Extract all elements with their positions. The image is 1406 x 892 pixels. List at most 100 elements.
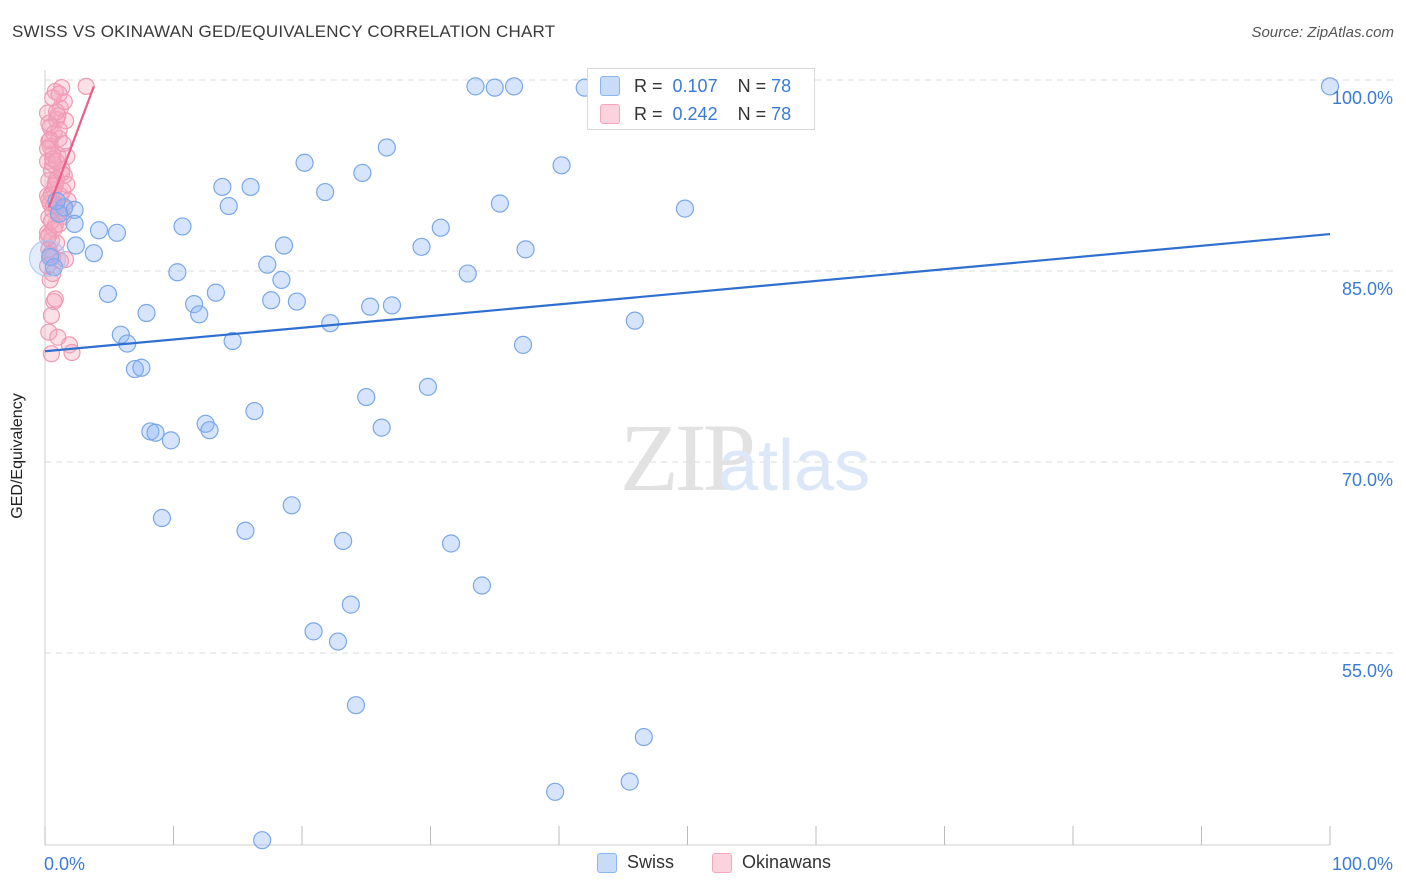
swiss-point <box>458 264 477 283</box>
swiss-point <box>274 236 294 255</box>
swiss-point <box>184 295 204 314</box>
swiss-point <box>111 325 130 344</box>
swiss-point-cluster <box>29 239 67 277</box>
legend-row-swiss: R = 0.107 N = 78 <box>588 73 791 99</box>
okinawans-swatch <box>600 104 620 124</box>
n-label: N = <box>737 75 767 96</box>
trend-lines <box>44 85 1331 353</box>
r-value: 0.242 <box>672 103 718 124</box>
okinawans-point <box>58 175 76 194</box>
swiss-point <box>200 421 219 440</box>
okinawans-point <box>47 152 66 171</box>
swiss-point <box>253 831 272 850</box>
legend-item-okinawans: Okinawans <box>712 852 831 873</box>
swiss-point <box>328 632 348 651</box>
swiss-point <box>620 772 639 791</box>
okinawans-legend-swatch <box>712 852 732 873</box>
swiss-point <box>107 223 127 242</box>
swiss-point <box>161 431 181 450</box>
swiss-point <box>431 218 450 237</box>
y-tick-label: 85.0% <box>1342 279 1393 299</box>
swiss-point <box>98 284 118 304</box>
swiss-point <box>84 244 103 263</box>
legend-label-swiss: Swiss <box>627 852 675 872</box>
swiss-point <box>65 200 84 219</box>
swiss-point <box>41 247 60 267</box>
okinawans-point <box>41 137 59 155</box>
swiss-point <box>287 292 306 311</box>
n-value: 78 <box>771 75 792 96</box>
swiss-point <box>304 622 323 641</box>
legend-label-okinawans: Okinawans <box>742 852 832 872</box>
swiss-point <box>206 283 226 302</box>
swiss-point <box>675 199 695 218</box>
swiss-point <box>219 196 238 216</box>
swiss-point <box>65 214 84 233</box>
swiss-point <box>321 314 340 333</box>
swiss-point <box>513 335 533 354</box>
swiss-trend-line <box>44 232 1331 353</box>
y-tick-label: 55.0% <box>1342 661 1393 681</box>
swiss-point <box>316 182 335 202</box>
chart-title: SWISS VS OKINAWAN GED/EQUIVALENCY CORREL… <box>12 22 556 41</box>
y-tick-label: 70.0% <box>1342 470 1393 490</box>
swiss-point <box>341 595 360 614</box>
watermark-atlas: atlas <box>718 426 870 506</box>
swiss-point <box>346 696 366 715</box>
y-tick-label: 100.0% <box>1332 88 1393 108</box>
swiss-point <box>361 297 380 316</box>
swiss-point <box>89 221 109 240</box>
swiss-point <box>295 153 314 172</box>
okinawans-point <box>46 290 64 308</box>
swiss-point <box>625 311 644 330</box>
swiss-point <box>466 77 485 96</box>
swiss-point <box>634 727 653 747</box>
swiss-point <box>173 217 192 236</box>
n-value: 78 <box>771 103 792 124</box>
watermark-zip: ZIP <box>620 404 753 511</box>
swiss-point <box>504 77 524 96</box>
swiss-point <box>441 534 461 553</box>
swiss-point <box>272 270 291 290</box>
swiss-point <box>132 358 151 377</box>
swiss-point <box>546 782 565 801</box>
axes <box>44 70 1331 846</box>
swiss-point <box>357 387 376 407</box>
swiss-point <box>44 258 64 277</box>
swiss-point <box>258 255 277 274</box>
swiss-point <box>552 156 571 175</box>
swiss-swatch <box>600 76 620 96</box>
swiss-point <box>168 263 187 282</box>
swiss-point <box>1320 77 1340 96</box>
swiss-point <box>516 240 535 259</box>
swiss-point <box>282 496 301 515</box>
okinawans-point <box>42 345 61 363</box>
okinawans-point <box>38 140 57 158</box>
swiss-point <box>236 521 255 540</box>
swiss-legend-swatch <box>597 852 617 873</box>
swiss-point <box>412 237 431 256</box>
okinawans-point <box>40 323 58 341</box>
okinawans-point <box>77 77 95 95</box>
r-label: R = <box>634 75 663 96</box>
okinawans-point <box>63 343 81 362</box>
swiss-point <box>125 359 145 379</box>
okinawans-point <box>42 306 61 325</box>
swiss-point <box>377 138 396 157</box>
swiss-point <box>241 177 260 197</box>
x-tick-label: 0.0% <box>44 854 85 874</box>
legend-row-okinawans: R = 0.242 N = 78 <box>588 101 791 127</box>
swiss-point <box>223 331 242 351</box>
legend-bottom: Swiss Okinawans <box>0 850 1406 880</box>
swiss-point <box>137 303 156 323</box>
okinawans-trend-line <box>47 85 95 208</box>
source-label: Source: ZipAtlas.com <box>1251 24 1394 41</box>
x-tick-label: 100.0% <box>1332 854 1393 874</box>
r-label: R = <box>634 103 663 124</box>
okinawans-point <box>38 229 57 247</box>
n-label: N = <box>737 103 767 124</box>
okinawans-point <box>54 135 72 153</box>
swiss-point <box>152 508 172 528</box>
swiss-point <box>382 296 402 315</box>
